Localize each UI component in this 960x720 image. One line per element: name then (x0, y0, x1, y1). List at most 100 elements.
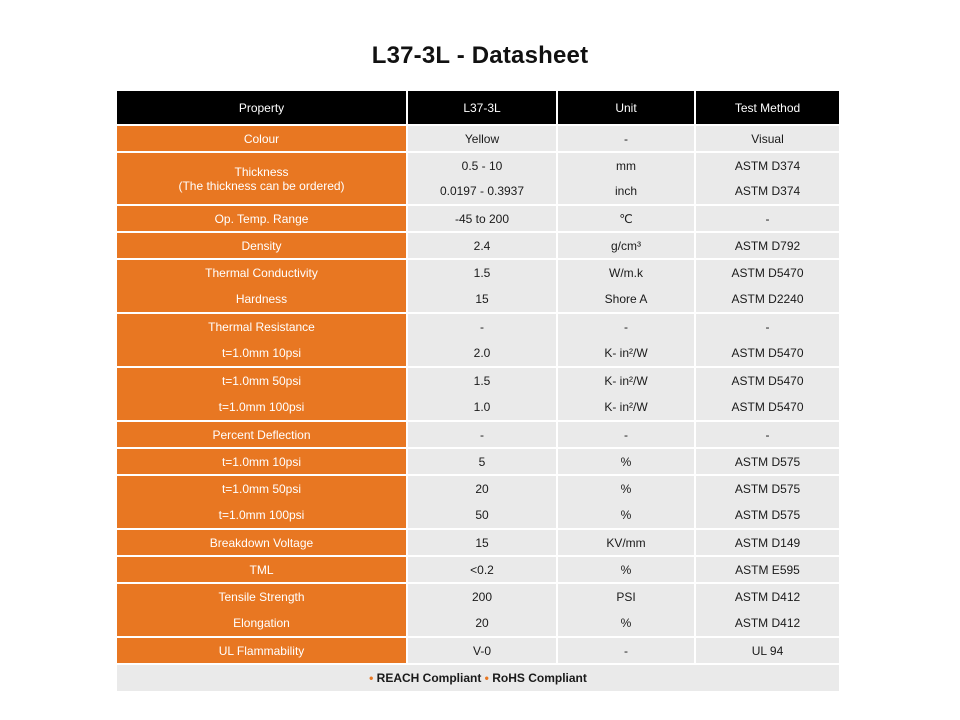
method-cell: ASTM D575 (695, 475, 839, 502)
value-cell: 1.5 (407, 367, 558, 394)
table-row: Thermal Resistance - - - (117, 313, 839, 340)
unit-cell: % (557, 475, 696, 502)
table-row: Thermal Conductivity 1.5 W/m.k ASTM D547… (117, 259, 839, 286)
value-cell: Yellow (407, 125, 558, 153)
method-cell: ASTM D5470 (695, 367, 839, 394)
unit-cell: - (557, 421, 696, 449)
unit-cell: W/m.k (557, 259, 696, 286)
unit-cell: % (557, 610, 696, 638)
header-property: Property (117, 91, 408, 126)
value-cell: 0.5 - 10 (407, 152, 558, 178)
table-row: t=1.0mm 50psi 20 % ASTM D575 (117, 475, 839, 502)
unit-cell: K- in²/W (557, 367, 696, 394)
value-cell: 20 (407, 610, 558, 638)
property-cell: t=1.0mm 100psi (117, 502, 408, 530)
unit-cell: - (557, 313, 696, 340)
method-cell: ASTM D412 (695, 583, 839, 610)
method-cell: ASTM D792 (695, 232, 839, 260)
property-cell: Thickness (The thickness can be ordered) (117, 152, 408, 206)
value-cell: 2.4 (407, 232, 558, 260)
table-row: TML <0.2 % ASTM E595 (117, 556, 839, 584)
datasheet-table-container: Property L37-3L Unit Test Method Colour … (117, 91, 839, 691)
unit-cell: PSI (557, 583, 696, 610)
property-cell: t=1.0mm 50psi (117, 367, 408, 394)
unit-cell: K- in²/W (557, 340, 696, 368)
value-cell: 15 (407, 286, 558, 314)
bullet-icon: • (484, 671, 489, 685)
property-cell: Elongation (117, 610, 408, 638)
property-cell: Hardness (117, 286, 408, 314)
compliance-row: • REACH Compliant • RoHS Compliant (117, 664, 839, 691)
value-cell: -45 to 200 (407, 205, 558, 233)
header-product: L37-3L (407, 91, 558, 126)
table-row: Thickness (The thickness can be ordered)… (117, 152, 839, 206)
value-cell: 1.0 (407, 394, 558, 422)
property-cell: Percent Deflection (117, 421, 408, 449)
bullet-icon: • (369, 671, 374, 685)
value-cell: - (407, 313, 558, 340)
compliance-cell: • REACH Compliant • RoHS Compliant (117, 664, 839, 691)
property-cell: Thermal Conductivity (117, 259, 408, 286)
value-cell: 1.5 (407, 259, 558, 286)
unit-cell: Shore A (557, 286, 696, 314)
property-cell: Op. Temp. Range (117, 205, 408, 233)
table-row: t=1.0mm 100psi 50 % ASTM D575 (117, 502, 839, 530)
table-header-row: Property L37-3L Unit Test Method (117, 91, 839, 126)
property-cell: t=1.0mm 50psi (117, 475, 408, 502)
method-cell: UL 94 (695, 637, 839, 665)
reach-compliance: REACH Compliant (376, 671, 482, 685)
value-cell: 200 (407, 583, 558, 610)
value-cell: 2.0 (407, 340, 558, 368)
method-cell: ASTM D5470 (695, 259, 839, 286)
property-cell: UL Flammability (117, 637, 408, 665)
unit-cell: mm (557, 152, 696, 178)
property-cell: t=1.0mm 100psi (117, 394, 408, 422)
property-label: Thickness (234, 164, 289, 179)
header-unit: Unit (557, 91, 696, 126)
property-cell: TML (117, 556, 408, 584)
table-row: Hardness 15 Shore A ASTM D2240 (117, 286, 839, 314)
unit-cell: % (557, 448, 696, 476)
table-row: Density 2.4 g/cm³ ASTM D792 (117, 232, 839, 260)
datasheet-table: Property L37-3L Unit Test Method Colour … (117, 91, 839, 691)
property-cell: Density (117, 232, 408, 260)
unit-cell: % (557, 556, 696, 584)
method-cell: ASTM D412 (695, 610, 839, 638)
table-row: t=1.0mm 50psi 1.5 K- in²/W ASTM D5470 (117, 367, 839, 394)
method-cell: ASTM D575 (695, 448, 839, 476)
value-cell: 0.0197 - 0.3937 (407, 178, 558, 206)
method-cell: ASTM D374 (695, 178, 839, 206)
unit-cell: - (557, 125, 696, 153)
table-row: Op. Temp. Range -45 to 200 ℃ - (117, 205, 839, 233)
table-row: 0.0197 - 0.3937 inch ASTM D374 (117, 178, 839, 206)
table-row: UL Flammability V-0 - UL 94 (117, 637, 839, 665)
table-row: Percent Deflection - - - (117, 421, 839, 449)
value-cell: 5 (407, 448, 558, 476)
property-cell: t=1.0mm 10psi (117, 340, 408, 368)
table-row: Colour Yellow - Visual (117, 125, 839, 153)
method-cell: - (695, 205, 839, 233)
method-cell: - (695, 421, 839, 449)
table-row: t=1.0mm 10psi 5 % ASTM D575 (117, 448, 839, 476)
unit-cell: g/cm³ (557, 232, 696, 260)
property-cell: Tensile Strength (117, 583, 408, 610)
property-note: (The thickness can be ordered) (178, 178, 345, 193)
property-cell: Colour (117, 125, 408, 153)
method-cell: ASTM E595 (695, 556, 839, 584)
table-row: Tensile Strength 200 PSI ASTM D412 (117, 583, 839, 610)
table-row: Elongation 20 % ASTM D412 (117, 610, 839, 638)
unit-cell: inch (557, 178, 696, 206)
value-cell: <0.2 (407, 556, 558, 584)
unit-cell: K- in²/W (557, 394, 696, 422)
method-cell: ASTM D2240 (695, 286, 839, 314)
page-title: L37-3L - Datasheet (371, 42, 589, 69)
unit-cell: - (557, 637, 696, 665)
table-row: t=1.0mm 10psi 2.0 K- in²/W ASTM D5470 (117, 340, 839, 368)
method-cell: ASTM D5470 (695, 340, 839, 368)
unit-cell: ℃ (557, 205, 696, 233)
method-cell: Visual (695, 125, 839, 153)
property-cell: Breakdown Voltage (117, 529, 408, 557)
value-cell: V-0 (407, 637, 558, 665)
table-row: Breakdown Voltage 15 KV/mm ASTM D149 (117, 529, 839, 557)
header-test-method: Test Method (695, 91, 839, 126)
